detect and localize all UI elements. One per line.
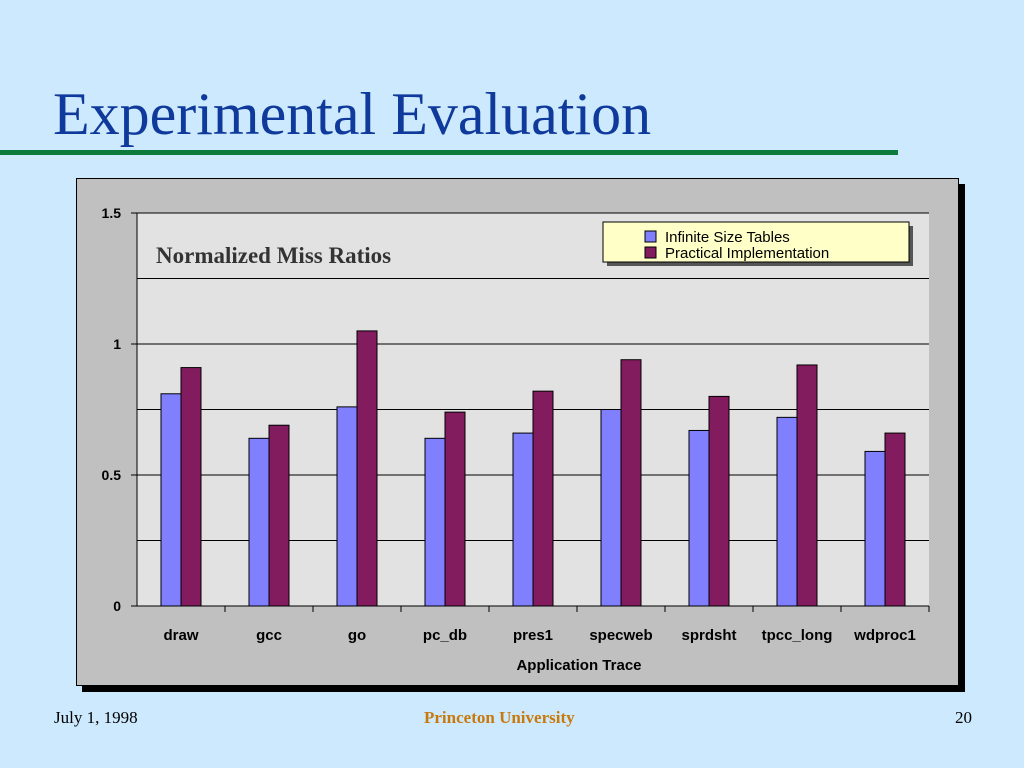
bar	[688, 429, 710, 607]
y-tick-label: 1	[113, 336, 121, 352]
x-tick-label: sprdsht	[681, 627, 736, 644]
bar	[356, 330, 378, 607]
bar	[864, 450, 886, 607]
x-tick-label: draw	[163, 627, 198, 644]
legend-label: Infinite Size Tables	[665, 229, 790, 246]
x-tick-label: gcc	[256, 627, 282, 644]
bar	[424, 437, 446, 607]
x-tick-label: tpcc_long	[762, 627, 833, 644]
legend-swatch	[644, 246, 657, 259]
bar	[620, 359, 642, 607]
y-tick-label: 0.5	[102, 467, 122, 483]
footer-organization: Princeton University	[424, 708, 575, 727]
footer-date: July 1, 1998	[54, 708, 138, 727]
bar	[796, 364, 818, 607]
bar	[160, 393, 182, 607]
bar	[884, 432, 906, 607]
y-tick-label: 0	[113, 598, 121, 614]
bar	[444, 411, 466, 607]
legend-swatch	[644, 230, 657, 243]
y-tick-label: 1.5	[102, 205, 122, 221]
bar	[336, 406, 358, 607]
bar	[532, 390, 554, 607]
bar	[512, 432, 534, 607]
x-tick-label: wdproc1	[853, 627, 916, 644]
bar	[248, 437, 270, 607]
x-tick-label: specweb	[589, 627, 652, 644]
bar	[708, 395, 730, 607]
x-axis-title: Application Trace	[516, 657, 641, 674]
page-number: 20	[955, 708, 972, 727]
x-tick-label: pres1	[513, 627, 553, 644]
bar	[776, 416, 798, 607]
title-divider	[0, 150, 898, 155]
x-tick-label: pc_db	[423, 627, 467, 644]
bar	[600, 409, 622, 607]
slide-title: Experimental Evaluation	[53, 81, 652, 147]
bar	[268, 424, 290, 607]
legend-label: Practical Implementation	[665, 245, 829, 262]
x-tick-label: go	[348, 627, 366, 644]
chart-title: Normalized Miss Ratios	[156, 243, 391, 268]
bar	[180, 367, 202, 607]
